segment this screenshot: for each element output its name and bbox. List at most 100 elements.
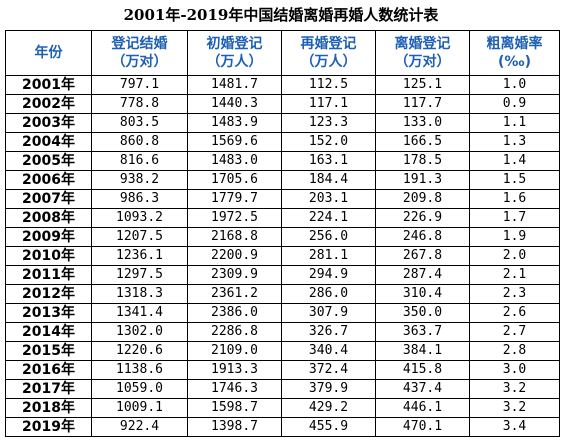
- table-row: 2015年 1220.6 2109.0 340.4 384.1 2.8: [5, 341, 560, 361]
- table-row: 2005年 816.6 1483.0 163.1 178.5 1.4: [5, 151, 560, 171]
- cell-first-marriages: 1913.3: [187, 360, 282, 380]
- cell-marriages: 1207.5: [91, 227, 188, 247]
- table-row: 2002年 778.8 1440.3 117.1 117.7 0.9: [5, 94, 560, 114]
- cell-divorces: 415.8: [375, 360, 470, 380]
- cell-remarriages: 152.0: [281, 132, 376, 152]
- cell-marriages: 1297.5: [91, 265, 188, 285]
- cell-crude-divorce-rate: 1.5: [469, 170, 560, 190]
- cell-year: 2004年: [5, 132, 92, 152]
- cell-first-marriages: 1483.9: [187, 113, 282, 133]
- cell-divorces: 446.1: [375, 398, 470, 418]
- table-row: 2006年 938.2 1705.6 184.4 191.3 1.5: [5, 170, 560, 190]
- column-header-unit: （万人）: [300, 54, 357, 70]
- table-row: 2003年 803.5 1483.9 123.3 133.0 1.1: [5, 113, 560, 133]
- cell-year: 2014年: [5, 322, 92, 342]
- cell-remarriages: 281.1: [281, 246, 376, 266]
- cell-crude-divorce-rate: 3.0: [469, 360, 560, 380]
- cell-divorces: 117.7: [375, 94, 470, 114]
- cell-marriages: 1059.0: [91, 379, 188, 399]
- cell-crude-divorce-rate: 1.1: [469, 113, 560, 133]
- cell-remarriages: 163.1: [281, 151, 376, 171]
- column-header-crude-divorce-rate: 粗离婚率 (‰): [469, 30, 560, 76]
- cell-first-marriages: 1481.7: [187, 75, 282, 95]
- cell-year: 2003年: [5, 113, 92, 133]
- cell-divorces: 437.4: [375, 379, 470, 399]
- table-row: 2019年 922.4 1398.7 455.9 470.1 3.4: [5, 417, 560, 437]
- cell-divorces: 209.8: [375, 189, 470, 209]
- cell-crude-divorce-rate: 1.3: [469, 132, 560, 152]
- cell-first-marriages: 2309.9: [187, 265, 282, 285]
- cell-divorces: 191.3: [375, 170, 470, 190]
- cell-year: 2005年: [5, 151, 92, 171]
- cell-marriages: 1236.1: [91, 246, 188, 266]
- cell-divorces: 125.1: [375, 75, 470, 95]
- column-header-marriages: 登记结婚 （万对）: [91, 30, 188, 76]
- cell-year: 2011年: [5, 265, 92, 285]
- cell-remarriages: 123.3: [281, 113, 376, 133]
- column-header-unit: (‰): [498, 54, 531, 70]
- table-row: 2014年 1302.0 2286.8 326.7 363.7 2.7: [5, 322, 560, 342]
- cell-remarriages: 307.9: [281, 303, 376, 323]
- cell-year: 2009年: [5, 227, 92, 247]
- cell-crude-divorce-rate: 2.8: [469, 341, 560, 361]
- cell-marriages: 816.6: [91, 151, 188, 171]
- cell-remarriages: 256.0: [281, 227, 376, 247]
- cell-marriages: 1318.3: [91, 284, 188, 304]
- cell-year: 2016年: [5, 360, 92, 380]
- statistics-table: 年份 登记结婚 （万对） 初婚登记 （万人） 再婚登记 （万人） 离婚登记 （万对） 粗离婚率 (‰…: [5, 30, 560, 437]
- table-row: 2007年 986.3 1779.7 203.1 209.8 1.6: [5, 189, 560, 209]
- table-row: 2008年 1093.2 1972.5 224.1 226.9 1.7: [5, 208, 560, 228]
- column-header-divorces: 离婚登记 （万对）: [375, 30, 470, 76]
- cell-first-marriages: 2168.8: [187, 227, 282, 247]
- table-body: 2001年 797.1 1481.7 112.5 125.1 1.0 2002年 778.8 1…: [5, 75, 560, 437]
- cell-first-marriages: 1440.3: [187, 94, 282, 114]
- column-header-label: 离婚登记: [394, 36, 451, 52]
- cell-first-marriages: 1398.7: [187, 417, 282, 437]
- cell-remarriages: 294.9: [281, 265, 376, 285]
- table-row: 2017年 1059.0 1746.3 379.9 437.4 3.2: [5, 379, 560, 399]
- cell-first-marriages: 1483.0: [187, 151, 282, 171]
- cell-year: 2006年: [5, 170, 92, 190]
- cell-remarriages: 184.4: [281, 170, 376, 190]
- cell-divorces: 226.9: [375, 208, 470, 228]
- cell-first-marriages: 2386.0: [187, 303, 282, 323]
- cell-remarriages: 112.5: [281, 75, 376, 95]
- table-title: 2001年-2019年中国结婚离婚再婚人数统计表: [123, 6, 439, 24]
- cell-first-marriages: 2109.0: [187, 341, 282, 361]
- cell-remarriages: 117.1: [281, 94, 376, 114]
- cell-first-marriages: 1972.5: [187, 208, 282, 228]
- cell-first-marriages: 2361.2: [187, 284, 282, 304]
- cell-divorces: 350.0: [375, 303, 470, 323]
- cell-divorces: 470.1: [375, 417, 470, 437]
- cell-year: 2001年: [5, 75, 92, 95]
- cell-marriages: 778.8: [91, 94, 188, 114]
- cell-marriages: 1220.6: [91, 341, 188, 361]
- table-row: 2010年 1236.1 2200.9 281.1 267.8 2.0: [5, 246, 560, 266]
- column-header-year: 年份: [5, 30, 92, 76]
- cell-divorces: 178.5: [375, 151, 470, 171]
- cell-marriages: 938.2: [91, 170, 188, 190]
- cell-first-marriages: 1569.6: [187, 132, 282, 152]
- table-row: 2013年 1341.4 2386.0 307.9 350.0 2.6: [5, 303, 560, 323]
- cell-divorces: 384.1: [375, 341, 470, 361]
- cell-divorces: 287.4: [375, 265, 470, 285]
- cell-crude-divorce-rate: 3.4: [469, 417, 560, 437]
- column-header-unit: （万人）: [206, 54, 263, 70]
- cell-year: 2012年: [5, 284, 92, 304]
- cell-divorces: 246.8: [375, 227, 470, 247]
- column-header-first-marriages: 初婚登记 （万人）: [187, 30, 282, 76]
- cell-divorces: 166.5: [375, 132, 470, 152]
- cell-crude-divorce-rate: 1.4: [469, 151, 560, 171]
- cell-crude-divorce-rate: 2.7: [469, 322, 560, 342]
- column-header-label: 登记结婚: [111, 36, 168, 52]
- cell-marriages: 860.8: [91, 132, 188, 152]
- cell-marriages: 797.1: [91, 75, 188, 95]
- cell-marriages: 922.4: [91, 417, 188, 437]
- table-row: 2001年 797.1 1481.7 112.5 125.1 1.0: [5, 75, 560, 95]
- table-row: 2004年 860.8 1569.6 152.0 166.5 1.3: [5, 132, 560, 152]
- cell-crude-divorce-rate: 2.3: [469, 284, 560, 304]
- cell-year: 2018年: [5, 398, 92, 418]
- cell-marriages: 986.3: [91, 189, 188, 209]
- cell-year: 2010年: [5, 246, 92, 266]
- table-row: 2012年 1318.3 2361.2 286.0 310.4 2.3: [5, 284, 560, 304]
